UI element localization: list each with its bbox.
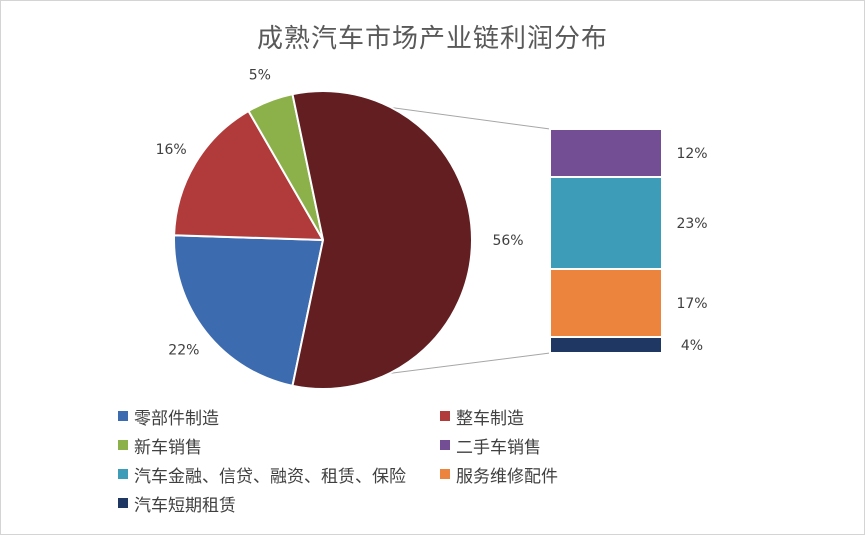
legend-item-1: 整车制造 xyxy=(440,404,640,429)
pie-data-label-3: 56% xyxy=(492,233,523,249)
legend-label-0: 零部件制造 xyxy=(134,408,219,429)
bar-segment-2 xyxy=(549,268,663,338)
bar-segment-3 xyxy=(549,336,663,354)
pie-slice-3 xyxy=(291,90,473,390)
bar-segment-1 xyxy=(549,176,663,270)
chart-title: 成熟汽车市场产业链利润分布 xyxy=(256,24,608,54)
legend-swatch-5 xyxy=(440,469,450,479)
legend-swatch-6 xyxy=(118,498,128,508)
bar-data-label-2: 17% xyxy=(676,296,707,312)
legend-item-4: 汽车金融、信贷、融资、租赁、保险 xyxy=(118,462,440,487)
legend-swatch-2 xyxy=(118,440,128,450)
bar-segment-0 xyxy=(549,128,663,178)
chart-legend: 零部件制造 整车制造新车销售 二手车销售汽车金融、信贷、融资、租赁、保险 服务维修配件… xyxy=(118,404,640,516)
bar-data-label-0: 12% xyxy=(676,146,707,162)
legend-label-1: 整车制造 xyxy=(456,408,524,429)
legend-item-2: 新车销售 xyxy=(118,433,440,458)
pie-data-label-1: 16% xyxy=(156,142,187,158)
legend-label-4: 汽车金融、信贷、融资、租赁、保险 xyxy=(134,466,406,487)
legend-label-6: 汽车短期租赁 xyxy=(134,495,236,516)
legend-item-5: 服务维修配件 xyxy=(440,462,640,487)
legend-label-5: 服务维修配件 xyxy=(456,466,558,487)
bar-data-label-1: 23% xyxy=(676,216,707,232)
legend-label-2: 新车销售 xyxy=(134,437,202,458)
legend-item-6: 汽车短期租赁 xyxy=(118,491,440,516)
legend-item-3: 二手车销售 xyxy=(440,433,640,458)
legend-swatch-4 xyxy=(118,469,128,479)
pie-slice-1 xyxy=(173,109,325,242)
legend-item-0: 零部件制造 xyxy=(118,404,440,429)
pie-data-label-2: 5% xyxy=(249,68,271,84)
legend-label-3: 二手车销售 xyxy=(456,437,541,458)
legend-swatch-3 xyxy=(440,440,450,450)
legend-swatch-0 xyxy=(118,411,128,421)
bar-data-label-3: 4% xyxy=(681,338,703,354)
pie-data-label-0: 22% xyxy=(168,342,199,358)
pie-slice-0 xyxy=(173,234,325,388)
legend-swatch-1 xyxy=(440,411,450,421)
